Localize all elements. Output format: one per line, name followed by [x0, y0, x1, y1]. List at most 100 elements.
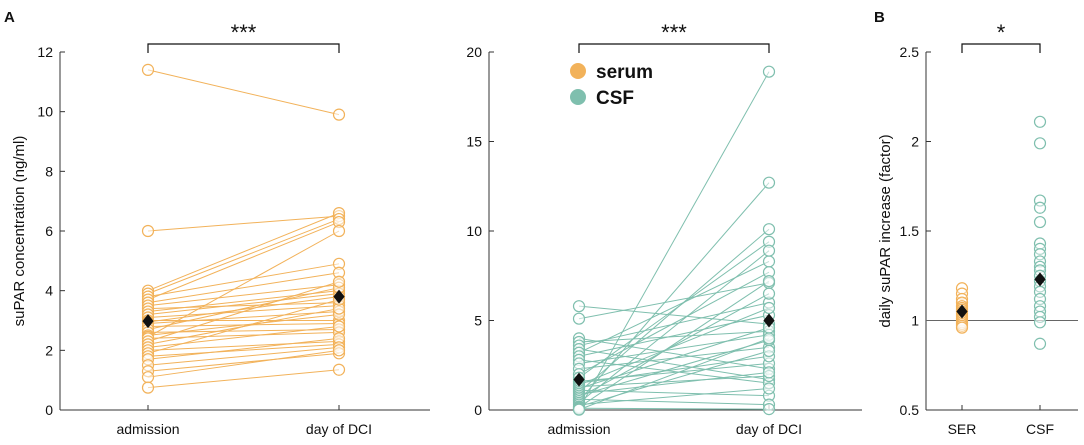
pair-line — [147, 325, 340, 348]
admission-point — [572, 300, 586, 313]
pair-line — [578, 375, 770, 388]
x-tick-label: admission — [116, 421, 179, 437]
y-tick-label: 2 — [45, 342, 53, 358]
y-tick-label: 0 — [474, 402, 482, 418]
pair-line — [578, 407, 770, 410]
pair-line — [147, 293, 340, 316]
y-tick-label: 5 — [474, 313, 482, 329]
dci-point — [762, 382, 776, 395]
pair-line — [578, 348, 770, 381]
dci-point — [762, 244, 776, 257]
pair-line — [147, 343, 340, 357]
csf-point — [1033, 137, 1047, 150]
significance-label: *** — [661, 20, 687, 45]
mean-diamond — [956, 304, 968, 319]
y-tick-label: 2.5 — [900, 44, 920, 60]
pair-line — [578, 350, 770, 407]
pair-line — [578, 282, 770, 320]
significance-bracket — [961, 43, 1041, 53]
y-tick-label: 15 — [466, 134, 482, 150]
dci-point — [332, 275, 346, 288]
pair-line — [147, 69, 340, 116]
pair-line — [578, 302, 770, 347]
pair-line — [578, 334, 770, 364]
csf-point — [1033, 215, 1047, 229]
dci-point — [762, 255, 776, 268]
y-tick-label: 8 — [45, 163, 53, 179]
csf-point — [1033, 337, 1047, 350]
ser-point — [955, 321, 969, 334]
pair-line — [147, 331, 340, 339]
pair-line — [578, 314, 770, 357]
pair-line — [147, 296, 340, 323]
x-tick-label: SER — [948, 421, 977, 437]
legend-serum-marker — [570, 63, 586, 79]
legend-csf-label: CSF — [596, 88, 634, 109]
pair-line — [578, 389, 770, 397]
pair-line — [578, 330, 770, 343]
pair-line — [147, 369, 340, 389]
admission-point — [141, 63, 155, 77]
y-tick-label: 12 — [37, 44, 53, 60]
dci-point — [762, 366, 776, 379]
pair-line — [147, 281, 340, 342]
dci-point — [762, 65, 776, 78]
y-tick-label: 6 — [45, 223, 53, 239]
pair-line — [147, 218, 340, 295]
admission-point — [141, 224, 155, 238]
legend: serum CSF — [570, 62, 653, 109]
panel-label-a: A — [4, 9, 15, 26]
significance-label: *** — [231, 20, 257, 45]
y-tick-label: 0.5 — [900, 402, 920, 418]
pair-line — [147, 337, 340, 360]
pair-line — [578, 337, 770, 370]
csf-point — [1033, 115, 1047, 128]
dci-point — [332, 108, 346, 121]
factor-panel: 0.5 1 1.5 2 2.5 SER CSF daily suPAR increase (f… — [877, 20, 1078, 437]
pair-line — [578, 359, 770, 384]
significance-bracket — [147, 43, 340, 53]
pair-line — [578, 182, 770, 402]
legend-csf-marker — [570, 89, 586, 105]
dci-point — [332, 363, 346, 376]
legend-serum-label: serum — [596, 62, 653, 83]
x-tick-label: CSF — [1026, 421, 1054, 437]
x-tick-label: admission — [547, 421, 610, 437]
y-tick-label: 1 — [911, 313, 919, 329]
pair-line — [578, 293, 770, 398]
pair-line — [147, 215, 340, 232]
csf-point — [1033, 201, 1047, 214]
pair-line — [578, 398, 770, 406]
y-tick-label: 20 — [466, 44, 482, 60]
pair-line — [147, 349, 340, 378]
pair-line — [578, 327, 770, 389]
y-axis-label: daily suPAR increase (factor) — [877, 134, 894, 327]
mean-diamond — [1034, 272, 1046, 287]
pair-line — [578, 388, 770, 406]
pair-line — [578, 307, 770, 386]
dci-point — [762, 223, 776, 236]
dci-point — [332, 320, 346, 333]
pair-line — [578, 337, 770, 411]
x-tick-label: day of DCI — [736, 421, 802, 437]
pair-line — [147, 287, 340, 330]
pair-line — [578, 71, 770, 410]
pair-line — [578, 371, 770, 395]
admission-point — [572, 312, 586, 325]
serum-panel: 0 2 4 6 8 10 12 admission day of DCI suPAR concen… — [11, 20, 430, 437]
pair-line — [578, 241, 770, 379]
y-tick-label: 1.5 — [900, 223, 920, 239]
pair-line — [147, 340, 340, 351]
pair-line — [578, 250, 770, 404]
y-tick-label: 10 — [466, 223, 482, 239]
pair-line — [147, 263, 340, 298]
dci-point — [762, 344, 776, 358]
significance-bracket — [578, 43, 770, 53]
dci-point — [762, 403, 776, 416]
dci-point — [762, 287, 776, 300]
pair-line — [147, 346, 340, 366]
dci-point — [332, 344, 346, 357]
mean-diamond — [333, 289, 345, 304]
y-tick-label: 10 — [37, 104, 53, 120]
